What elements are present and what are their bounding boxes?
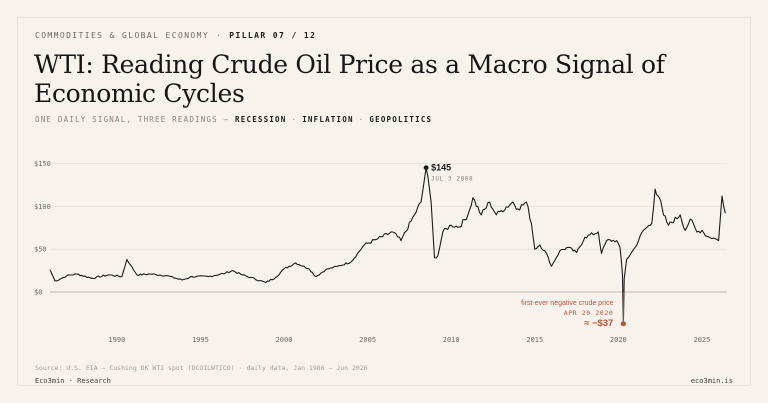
kicker-category: COMMODITIES & GLOBAL ECONOMY [35,31,210,40]
chart-annotations: $145 JUL 3 2008 first-ever negative crude … [423,163,626,329]
x-tick-label: 2025 [693,336,710,344]
wti-price-line [49,167,726,325]
x-tick-label: 2010 [443,336,460,344]
site-link[interactable]: eco3min.is [690,377,733,385]
kicker-separator: · [216,31,223,40]
subtitle: ONE DAILY SIGNAL, THREE READINGS — RECES… [35,115,432,124]
source-note: Source: U.S. EIA — Cushing OK WTI spot (… [35,364,368,372]
pillar-label: PILLAR 07 / 12 [229,31,317,40]
x-tick-label: 1990 [108,336,125,344]
negative-price-date: APR 20 2020 [564,309,614,317]
x-tick-label: 1995 [192,336,209,344]
y-tick-label: $0 [34,289,42,297]
tag-recession: RECESSION [235,115,287,124]
page-title: WTI: Reading Crude Oil Price as a Macro … [34,50,665,108]
chart-grid [50,163,727,293]
tag-separator: · [358,115,365,124]
y-axis-ticks: $0 $50 $100 $150 [34,160,51,297]
brand-label: Eco3min · Research [35,377,111,385]
y-tick-label: $50 [34,246,47,254]
x-tick-label: 2005 [359,336,376,344]
tag-inflation: INFLATION [302,115,354,124]
negative-price-value: ≈ −$37 [584,318,613,329]
negative-price-note: first-ever negative crude price [521,300,613,307]
tag-geopolitics: GEOPOLITICS [369,115,433,124]
peak-date-label: JUL 3 2008 [431,176,473,183]
x-tick-label: 2020 [610,336,627,344]
subtitle-lead: ONE DAILY SIGNAL, THREE READINGS — [35,115,230,124]
peak-marker [423,165,429,171]
x-tick-label: 2015 [526,336,543,344]
x-axis-ticks: 1990 1995 2000 2005 2010 2015 2020 2025 [108,336,710,344]
negative-price-marker [620,321,626,327]
x-tick-label: 2000 [276,336,293,344]
y-tick-label: $150 [34,160,51,168]
tag-separator: · [291,115,298,124]
kicker: COMMODITIES & GLOBAL ECONOMY · PILLAR 07 /… [35,31,316,40]
peak-value-label: $145 [431,163,451,173]
y-tick-label: $100 [34,203,51,211]
